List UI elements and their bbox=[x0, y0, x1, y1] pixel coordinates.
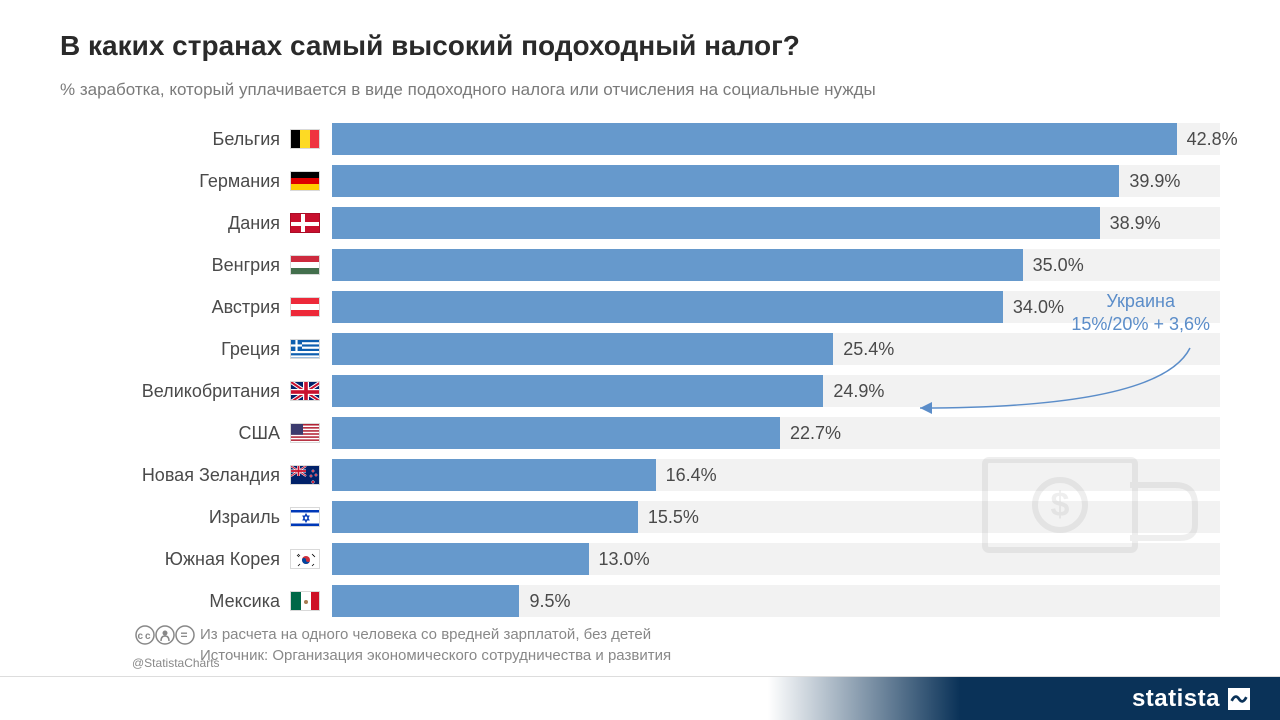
value-label: 22.7% bbox=[790, 423, 841, 444]
value-label: 15.5% bbox=[648, 507, 699, 528]
annotation-line1: Украина bbox=[1071, 290, 1210, 313]
value-label: 35.0% bbox=[1033, 255, 1084, 276]
annotation-arrow bbox=[900, 338, 1200, 458]
bar-fill bbox=[332, 123, 1177, 155]
chart-row: Венгрия 35.0% bbox=[60, 246, 1220, 284]
value-label: 39.9% bbox=[1129, 171, 1180, 192]
country-label: Новая Зеландия bbox=[60, 465, 290, 486]
flag-icon bbox=[290, 213, 320, 233]
chart-row: Германия 39.9% bbox=[60, 162, 1220, 200]
country-label: Австрия bbox=[60, 297, 290, 318]
country-label: Венгрия bbox=[60, 255, 290, 276]
bar-fill bbox=[332, 459, 656, 491]
bar-fill bbox=[332, 291, 1003, 323]
chart-subtitle: % заработка, который уплачивается в виде… bbox=[60, 80, 1220, 100]
footer-note-2: Источник: Организация экономического сот… bbox=[200, 645, 1220, 666]
country-label: Дания bbox=[60, 213, 290, 234]
bar-fill bbox=[332, 543, 589, 575]
value-label: 34.0% bbox=[1013, 297, 1064, 318]
value-label: 42.8% bbox=[1187, 129, 1238, 150]
chart-row: Австрия 34.0% bbox=[60, 288, 1220, 326]
bar-area: 42.8% bbox=[332, 120, 1220, 158]
bar-fill bbox=[332, 375, 823, 407]
flag-icon bbox=[290, 129, 320, 149]
bar-fill bbox=[332, 249, 1023, 281]
bar-area: 38.9% bbox=[332, 204, 1220, 242]
annotation-line2: 15%/20% + 3,6% bbox=[1071, 313, 1210, 336]
flag-icon bbox=[290, 507, 320, 527]
flag-icon bbox=[290, 171, 320, 191]
country-label: Израиль bbox=[60, 507, 290, 528]
svg-text:$: $ bbox=[1051, 486, 1070, 524]
svg-text:=: = bbox=[180, 628, 189, 642]
statista-logo: statista bbox=[1132, 685, 1250, 713]
cc-icons: cc = bbox=[135, 624, 195, 652]
country-label: Германия bbox=[60, 171, 290, 192]
statista-bar: statista bbox=[0, 676, 1280, 720]
value-label: 38.9% bbox=[1110, 213, 1161, 234]
country-label: Южная Корея bbox=[60, 549, 290, 570]
value-label: 25.4% bbox=[843, 339, 894, 360]
flag-icon bbox=[290, 549, 320, 569]
country-label: Греция bbox=[60, 339, 290, 360]
bar-fill bbox=[332, 333, 833, 365]
country-label: США bbox=[60, 423, 290, 444]
flag-icon bbox=[290, 255, 320, 275]
svg-text:cc: cc bbox=[137, 631, 152, 642]
bar-fill bbox=[332, 207, 1100, 239]
value-label: 16.4% bbox=[666, 465, 717, 486]
flag-icon bbox=[290, 591, 320, 611]
flag-icon bbox=[290, 465, 320, 485]
value-label: 13.0% bbox=[599, 549, 650, 570]
statista-logo-icon bbox=[1228, 688, 1250, 710]
flag-icon bbox=[290, 381, 320, 401]
bar-fill bbox=[332, 417, 780, 449]
bar-fill bbox=[332, 585, 519, 617]
flag-icon bbox=[290, 297, 320, 317]
country-label: Великобритания bbox=[60, 381, 290, 402]
chart-row: Дания 38.9% bbox=[60, 204, 1220, 242]
bar-area: 35.0% bbox=[332, 246, 1220, 284]
country-label: Мексика bbox=[60, 591, 290, 612]
footer: cc = @StatistaCharts Из расчета на одног… bbox=[0, 614, 1280, 720]
footer-note-1: Из расчета на одного человека со вредней… bbox=[200, 624, 1220, 645]
chart-title: В каких странах самый высокий подоходный… bbox=[60, 30, 1220, 62]
bar-fill bbox=[332, 501, 638, 533]
value-label: 24.9% bbox=[833, 381, 884, 402]
bar-area: 39.9% bbox=[332, 162, 1220, 200]
chart-row: Бельгия 42.8% bbox=[60, 120, 1220, 158]
flag-icon bbox=[290, 423, 320, 443]
statista-handle: @StatistaCharts bbox=[132, 656, 220, 670]
ukraine-annotation: Украина 15%/20% + 3,6% bbox=[1071, 290, 1210, 337]
value-label: 9.5% bbox=[529, 591, 570, 612]
bar-fill bbox=[332, 165, 1119, 197]
flag-icon bbox=[290, 339, 320, 359]
country-label: Бельгия bbox=[60, 129, 290, 150]
